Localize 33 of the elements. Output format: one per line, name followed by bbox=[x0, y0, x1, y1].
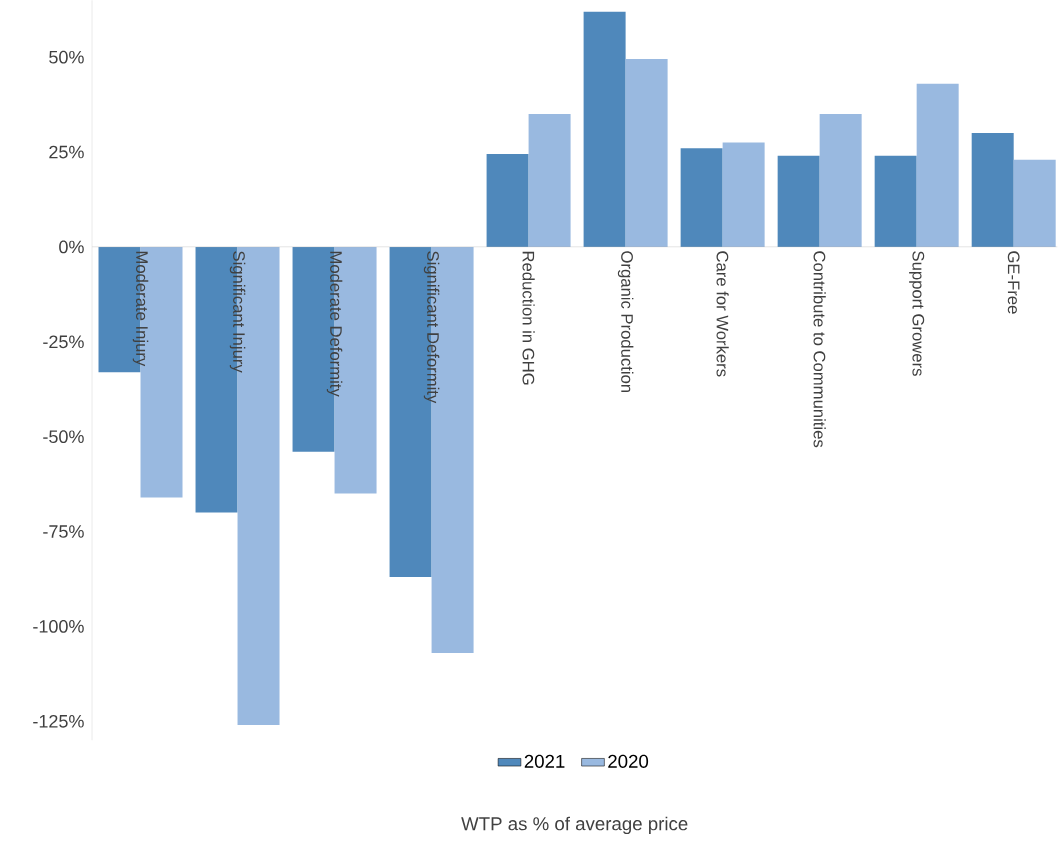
y-tick-label: 50% bbox=[49, 50, 84, 64]
x-tick-label: Significant Injury bbox=[229, 251, 246, 373]
x-tick-label: Significant Deformity bbox=[423, 251, 440, 404]
x-tick-label: Moderate Injury bbox=[132, 251, 149, 367]
bar bbox=[916, 83, 959, 247]
x-axis-title: WTP as % of average price bbox=[461, 816, 688, 834]
bar bbox=[971, 132, 1014, 247]
bar bbox=[1013, 159, 1056, 247]
y-tick-label: -100% bbox=[33, 619, 84, 633]
y-tick-label: -125% bbox=[33, 714, 84, 728]
y-tick-label: -25% bbox=[43, 335, 84, 349]
x-tick-label: Moderate Deformity bbox=[326, 251, 343, 397]
x-tick-label: Support Growers bbox=[909, 251, 925, 376]
bar bbox=[528, 113, 571, 247]
x-tick-label: Reduction in GHG bbox=[522, 251, 535, 385]
x-tick-label: GE-Free bbox=[1007, 251, 1020, 314]
x-tick-label: Organic Production bbox=[617, 251, 634, 392]
bar bbox=[486, 153, 529, 247]
bar bbox=[874, 155, 917, 247]
bar bbox=[625, 58, 668, 247]
x-tick-label: Contribute to Communities bbox=[813, 251, 826, 448]
bar bbox=[680, 148, 723, 247]
y-tick-label: 0% bbox=[59, 240, 84, 254]
bar bbox=[722, 142, 765, 247]
bar bbox=[819, 113, 862, 247]
y-tick-label: -75% bbox=[43, 525, 84, 538]
legend-label: 2020 bbox=[608, 754, 649, 768]
y-tick-label: -50% bbox=[43, 430, 84, 443]
x-tick-label: Care for Workers bbox=[716, 251, 729, 377]
legend-label: 2021 bbox=[524, 754, 565, 768]
bar bbox=[777, 155, 820, 247]
bar bbox=[583, 11, 626, 247]
y-tick-label: 25% bbox=[49, 145, 84, 159]
